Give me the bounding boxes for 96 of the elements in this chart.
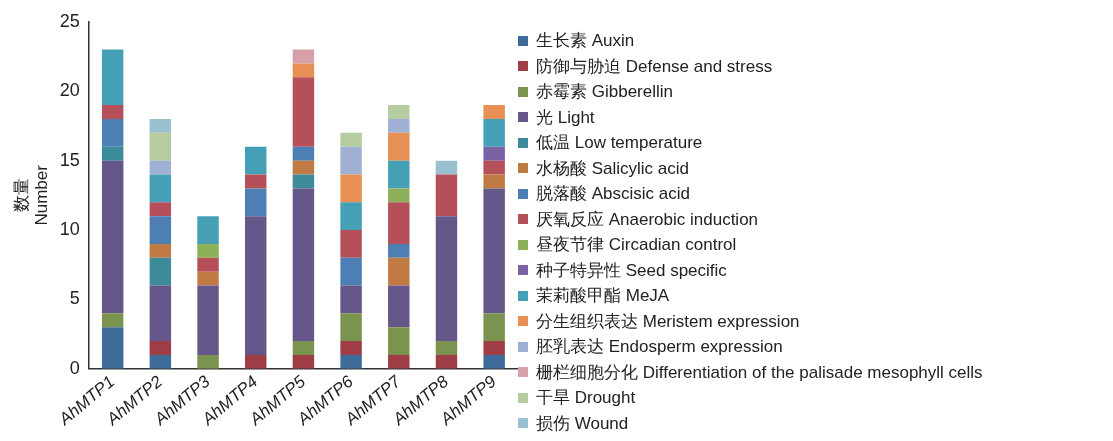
y-tick-label: 0 bbox=[69, 357, 80, 378]
legend-label: 厌氧反应 Anaerobic induction bbox=[536, 208, 759, 231]
y-tick-label: 10 bbox=[59, 219, 80, 240]
bar bbox=[483, 354, 505, 369]
y-axis-title: 数量 Number bbox=[11, 164, 52, 226]
legend-label: 种子特异性 Seed specific bbox=[536, 259, 727, 282]
bar bbox=[149, 118, 172, 133]
bar bbox=[388, 285, 410, 328]
y-tick-label: 25 bbox=[59, 10, 80, 31]
bar bbox=[197, 216, 219, 244]
bar bbox=[435, 160, 458, 175]
bar bbox=[483, 174, 505, 189]
bar bbox=[483, 341, 505, 355]
bar bbox=[483, 188, 505, 314]
bar bbox=[149, 243, 172, 258]
bar bbox=[149, 216, 172, 244]
legend-label: 生长素 Auxin bbox=[536, 30, 635, 53]
bar bbox=[388, 118, 410, 133]
bar bbox=[388, 257, 410, 286]
bar bbox=[245, 174, 267, 189]
bar bbox=[149, 160, 172, 175]
bar bbox=[340, 341, 362, 355]
bar bbox=[292, 188, 315, 342]
bar bbox=[388, 202, 410, 244]
bar bbox=[340, 230, 362, 258]
bar bbox=[197, 271, 219, 286]
bar bbox=[197, 354, 219, 369]
bar bbox=[245, 216, 267, 355]
bar bbox=[483, 160, 505, 175]
bar bbox=[149, 132, 172, 161]
legend-label: 昼夜节律 Circadian control bbox=[536, 234, 737, 257]
legend-label: 分生组织表达 Meristem expression bbox=[536, 310, 800, 333]
bar bbox=[245, 188, 267, 217]
bar bbox=[197, 257, 219, 272]
legend-label: 脱落酸 Abscisic acid bbox=[536, 183, 690, 206]
bar bbox=[435, 174, 458, 217]
bar bbox=[483, 313, 505, 342]
legend-label: 防御与胁迫 Defense and stress bbox=[536, 55, 773, 78]
bar bbox=[388, 160, 410, 189]
bar bbox=[388, 354, 410, 369]
bar bbox=[101, 146, 124, 161]
bar bbox=[340, 285, 362, 314]
bar bbox=[388, 132, 410, 161]
bar bbox=[245, 354, 267, 369]
legend-label: 赤霉素 Gibberellin bbox=[536, 81, 673, 104]
bar bbox=[101, 49, 124, 106]
legend-label: 低温 Low temperature bbox=[536, 132, 703, 155]
bar bbox=[101, 327, 124, 369]
bar bbox=[101, 105, 124, 119]
bar bbox=[292, 49, 315, 64]
bar bbox=[483, 118, 505, 147]
legend-label: 光 Light bbox=[536, 106, 595, 129]
y-tick-label: 20 bbox=[59, 80, 80, 101]
bar bbox=[149, 341, 172, 355]
bar bbox=[388, 105, 410, 119]
bar bbox=[292, 174, 315, 189]
bar bbox=[149, 354, 172, 369]
legend-label: 干旱 Drought bbox=[536, 387, 636, 410]
bar bbox=[292, 354, 315, 369]
legend-label: 栅栏细胞分化 Differentiation of the palisade mesophyll cells bbox=[536, 361, 983, 384]
bar bbox=[149, 202, 172, 217]
bar bbox=[483, 105, 505, 119]
bar bbox=[483, 146, 505, 161]
bar bbox=[340, 313, 362, 342]
bar bbox=[388, 243, 410, 258]
bar bbox=[292, 77, 315, 147]
bar bbox=[101, 313, 124, 328]
y-tick-label: 5 bbox=[69, 288, 80, 309]
bar bbox=[388, 327, 410, 355]
bar bbox=[101, 160, 124, 314]
bar bbox=[340, 257, 362, 286]
bar bbox=[149, 285, 172, 342]
bar bbox=[435, 341, 458, 355]
bar bbox=[435, 354, 458, 369]
bar bbox=[292, 63, 315, 78]
bar bbox=[340, 146, 362, 175]
bar bbox=[340, 354, 362, 369]
legend-label: 茉莉酸甲酯 MeJA bbox=[536, 285, 670, 308]
bar bbox=[197, 243, 219, 258]
bar bbox=[340, 174, 362, 203]
bar bbox=[292, 341, 315, 355]
bar bbox=[435, 216, 458, 342]
y-tick-label: 15 bbox=[59, 149, 80, 170]
bar bbox=[149, 257, 172, 286]
bar bbox=[197, 285, 219, 355]
legend-label: 损伤 Wound bbox=[536, 412, 629, 435]
bar bbox=[340, 132, 362, 147]
bar bbox=[149, 174, 172, 203]
bar bbox=[292, 146, 315, 161]
bar bbox=[292, 160, 315, 175]
legend-label: 水杨酸 Salicylic acid bbox=[536, 157, 690, 180]
bar bbox=[340, 202, 362, 231]
bar bbox=[245, 146, 267, 175]
legend-label: 胚乳表达 Endosperm expression bbox=[536, 336, 783, 359]
bar bbox=[388, 188, 410, 203]
bar bbox=[101, 118, 124, 147]
